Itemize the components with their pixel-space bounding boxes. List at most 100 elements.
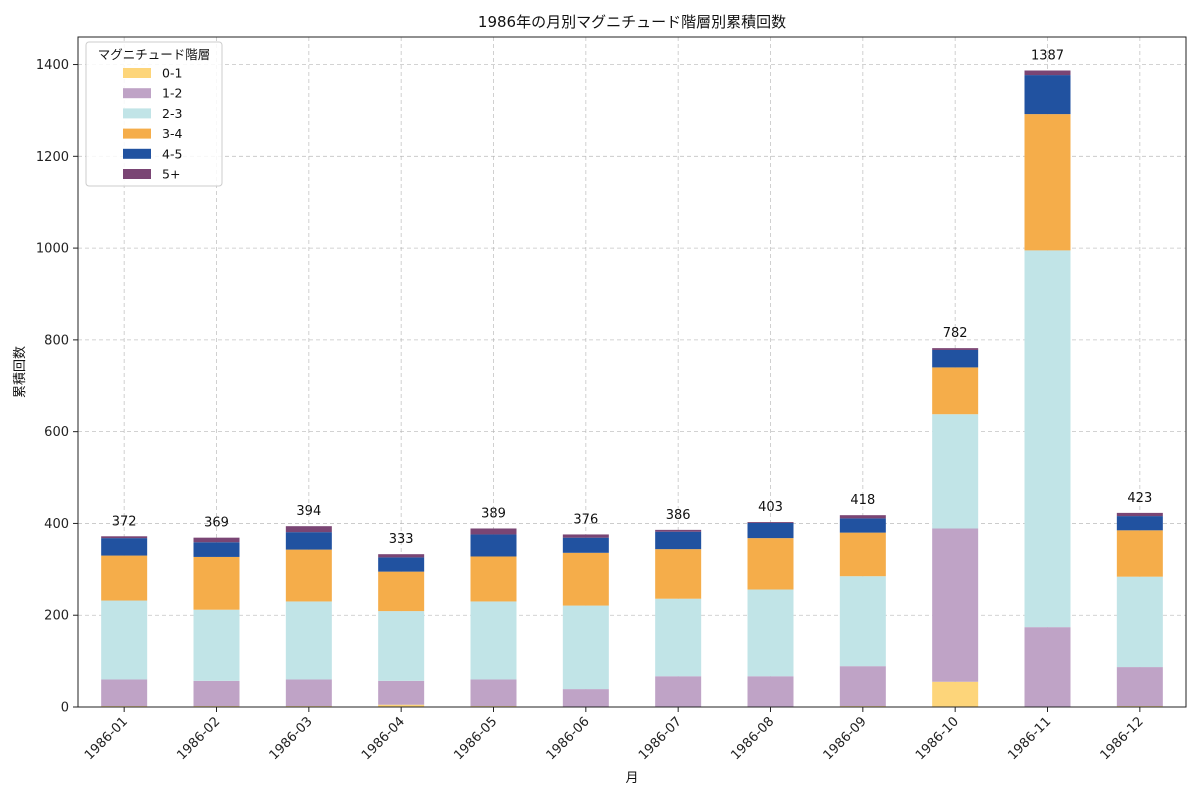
legend-items: 0-1 1-2 2-3 3-4 4-5 5+ [123, 66, 182, 182]
bar-segment-1986-05-1-2 [470, 679, 517, 707]
y-tick-label: 0 [61, 701, 69, 716]
bar-segment-1986-04-3-4 [378, 571, 425, 612]
bar-segment-1986-04-1-2 [378, 680, 425, 705]
axes-layer [73, 36, 1187, 712]
legend-swatch-1-2 [123, 88, 151, 99]
bar-segment-1986-01-2-3 [101, 600, 148, 680]
bar-total-label: 369 [204, 516, 229, 531]
legend-label-0-1: 0-1 [162, 66, 182, 81]
bar-segment-1986-11-5+ [1024, 70, 1071, 76]
bar-segment-1986-05-4-5 [470, 534, 517, 557]
y-tick-label: 1400 [36, 58, 69, 73]
bars-layer [101, 70, 1163, 707]
y-tick-label: 1200 [36, 150, 69, 165]
bar-segment-1986-11-4-5 [1024, 75, 1071, 115]
bar-segment-1986-04-5+ [378, 554, 425, 558]
bar-segment-1986-07-5+ [655, 529, 702, 532]
legend-swatch-4-5 [123, 148, 151, 159]
bar-segment-1986-01-3-4 [101, 555, 148, 601]
legend: マグニチュード階層 0-1 1-2 2-3 3-4 4-5 5+ [85, 41, 223, 187]
bar-segment-1986-11-1-2 [1024, 627, 1071, 707]
bar-segment-1986-12-5+ [1116, 512, 1163, 517]
bar-total-label: 394 [296, 504, 321, 519]
bar-total-label: 386 [666, 508, 691, 523]
bar-segment-1986-09-5+ [839, 515, 886, 519]
legend-swatch-5+ [123, 169, 151, 179]
legend-label-1-2: 1-2 [162, 86, 182, 101]
bar-total-label: 403 [758, 500, 783, 515]
bar-total-label: 376 [573, 512, 598, 527]
bar-segment-1986-07-3-4 [655, 549, 702, 599]
bar-segment-1986-02-4-5 [193, 542, 240, 557]
bar-segment-1986-05-2-3 [470, 601, 517, 680]
bar-segment-1986-03-1-2 [285, 679, 332, 707]
bar-total-label: 418 [850, 493, 875, 508]
legend-swatch-3-4 [123, 128, 151, 139]
y-tick-label: 1000 [36, 242, 69, 257]
bar-segment-1986-06-5+ [562, 534, 609, 538]
bar-segment-1986-09-4-5 [839, 518, 886, 533]
bar-segment-1986-10-2-3 [932, 414, 979, 529]
bar-segment-1986-02-1-2 [193, 680, 240, 707]
bar-segment-1986-07-4-5 [655, 531, 702, 550]
bar-segment-1986-03-2-3 [285, 601, 332, 680]
bar-segment-1986-12-1-2 [1116, 667, 1163, 707]
bar-segment-1986-12-4-5 [1116, 516, 1163, 531]
bar-segment-1986-05-3-4 [470, 556, 517, 602]
bar-segment-1986-11-3-4 [1024, 114, 1071, 251]
bar-segment-1986-06-1-2 [562, 689, 609, 707]
bar-total-label: 389 [481, 506, 506, 521]
bar-segment-1986-12-3-4 [1116, 530, 1163, 577]
bar-segment-1986-08-4-5 [747, 522, 794, 539]
legend-label-2-3: 2-3 [162, 106, 182, 121]
x-axis-label: 月 [625, 771, 638, 786]
plot-frame [77, 36, 1187, 708]
chart-title: 1986年の月別マグニチュード階層別累積回数 [478, 13, 786, 31]
bar-segment-1986-04-2-3 [378, 611, 425, 681]
bar-segment-1986-04-0-1 [378, 704, 425, 707]
bar-segment-1986-11-2-3 [1024, 250, 1071, 628]
legend-swatch-0-1 [123, 68, 151, 78]
bar-total-label: 372 [112, 514, 137, 529]
bar-segment-1986-03-5+ [285, 526, 332, 533]
bar-segment-1986-02-3-4 [193, 556, 240, 610]
bar-segment-1986-08-3-4 [747, 538, 794, 590]
bar-segment-1986-10-0-1 [932, 681, 979, 707]
bar-segment-1986-01-1-2 [101, 679, 148, 707]
bar-segment-1986-12-2-3 [1116, 576, 1163, 668]
legend-box [85, 41, 223, 187]
bar-segment-1986-02-2-3 [193, 609, 240, 681]
y-tick-label: 800 [44, 333, 69, 348]
bar-segment-1986-06-2-3 [562, 605, 609, 690]
legend-swatch-2-3 [123, 108, 151, 119]
bar-segment-1986-02-5+ [193, 537, 240, 543]
bar-segment-1986-09-3-4 [839, 532, 886, 577]
bar-total-label: 782 [943, 326, 968, 341]
bar-segment-1986-01-4-5 [101, 538, 148, 556]
bar-segment-1986-01-5+ [101, 536, 148, 539]
y-tick-label: 400 [44, 517, 69, 532]
y-axis-label: 累積回数 [13, 346, 28, 398]
bar-segment-1986-06-3-4 [562, 552, 609, 606]
legend-title: マグニチュード階層 [98, 47, 211, 62]
bar-segment-1986-04-4-5 [378, 557, 425, 572]
legend-label-3-4: 3-4 [162, 126, 182, 141]
bar-total-label: 423 [1127, 491, 1152, 506]
bar-segment-1986-05-5+ [470, 528, 517, 535]
bar-segment-1986-10-3-4 [932, 367, 979, 415]
bar-segment-1986-07-2-3 [655, 598, 702, 677]
bar-segment-1986-08-5+ [747, 522, 794, 523]
bar-total-label: 1387 [1031, 49, 1064, 64]
bar-segment-1986-08-1-2 [747, 676, 794, 707]
bar-segment-1986-06-4-5 [562, 537, 609, 553]
bar-segment-1986-08-2-3 [747, 589, 794, 677]
legend-label-5+: 5+ [162, 167, 180, 182]
bar-segment-1986-09-2-3 [839, 576, 886, 667]
bar-segment-1986-03-4-5 [285, 532, 332, 550]
bar-segment-1986-03-3-4 [285, 549, 332, 602]
bar-segment-1986-10-5+ [932, 348, 979, 350]
bar-segment-1986-09-1-2 [839, 666, 886, 707]
bar-segment-1986-07-1-2 [655, 676, 702, 707]
